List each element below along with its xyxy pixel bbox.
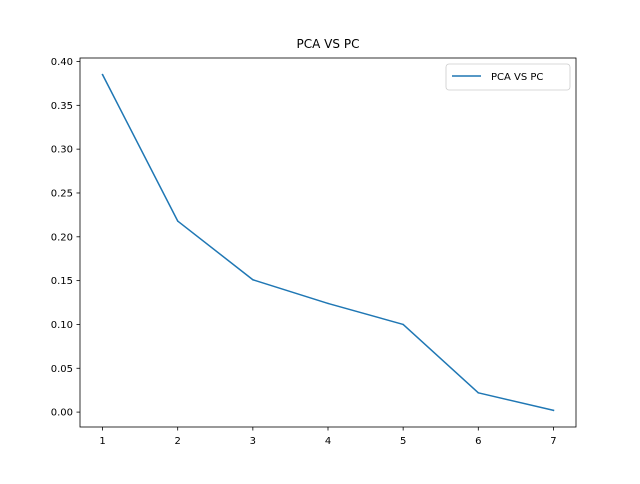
data-point	[402, 323, 404, 326]
x-axis: 1 2 3 4 5 6 7	[99, 427, 557, 447]
data-point	[477, 392, 480, 394]
series-layer	[101, 73, 555, 412]
y-tick-label: 0.05	[51, 364, 73, 375]
data-point	[552, 409, 555, 412]
y-tick-label: 0.30	[51, 145, 73, 156]
data-point	[252, 279, 254, 281]
data-point	[327, 302, 329, 305]
legend-label: PCA VS PC	[491, 72, 543, 83]
data-point	[176, 220, 179, 222]
x-tick-label: 3	[250, 436, 256, 447]
x-tick-label: 5	[400, 436, 406, 447]
y-tick-label: 0.15	[51, 276, 73, 287]
y-tick-label: 0.20	[51, 232, 73, 243]
y-axis: 0.00 0.05 0.10 0.15 0.20 0.25 0.30 0.35 0.40	[51, 57, 80, 419]
y-tick-label: 0.00	[51, 408, 73, 419]
legend: PCA VS PC	[445, 63, 571, 91]
y-tick-label: 0.10	[51, 320, 73, 331]
data-point	[101, 73, 104, 76]
x-tick-label: 2	[175, 436, 181, 447]
y-tick-label: 0.35	[51, 101, 73, 112]
x-tick-label: 1	[99, 436, 105, 447]
x-tick-label: 7	[550, 436, 556, 447]
legend-box	[445, 63, 571, 91]
plot-frame	[79, 57, 577, 428]
y-tick-label: 0.40	[51, 57, 73, 68]
y-tick-label: 0.25	[51, 188, 73, 199]
x-tick-label: 6	[475, 436, 481, 447]
x-tick-label: 4	[325, 436, 331, 447]
chart-title: PCA VS PC	[297, 37, 360, 51]
